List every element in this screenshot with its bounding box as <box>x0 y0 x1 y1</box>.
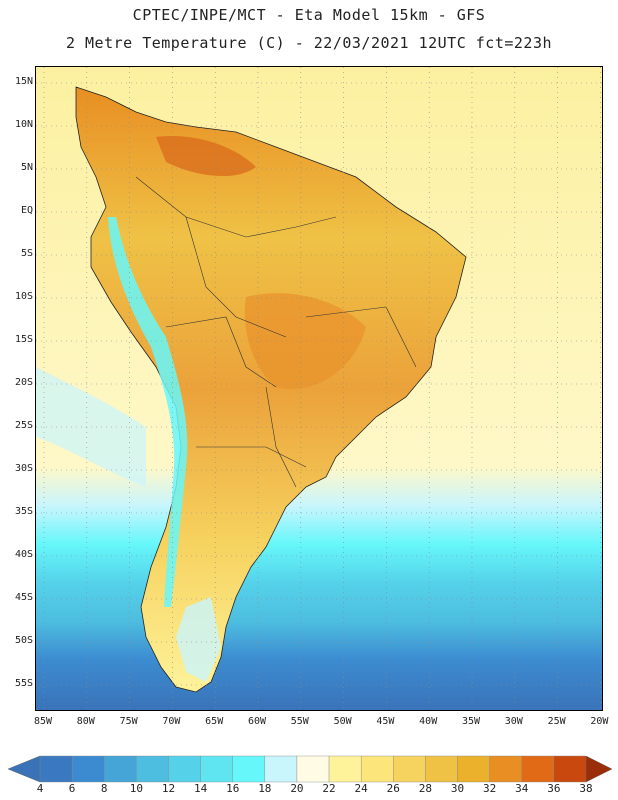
lat-label: 40S <box>14 549 33 560</box>
colorbar-bin <box>264 755 298 783</box>
lat-label: 20S <box>14 377 33 388</box>
lon-label: 80W <box>76 716 95 727</box>
lat-label: 35S <box>14 506 33 517</box>
map-canvas <box>36 67 602 710</box>
lon-label: 55W <box>290 716 309 727</box>
lat-label: 10S <box>14 291 33 302</box>
colorbar-bin <box>328 755 362 783</box>
lon-label: 70W <box>162 716 181 727</box>
temperature-colorbar <box>7 755 613 783</box>
colorbar-bin <box>136 755 169 783</box>
lat-label: 25S <box>14 420 33 431</box>
map-title-variable: 2 Metre Temperature (C) - 22/03/2021 12U… <box>65 34 553 52</box>
lat-label: EQ <box>20 205 33 216</box>
colorbar-bin <box>200 755 233 783</box>
lat-label: 5S <box>20 248 33 259</box>
colorbar-bin <box>489 755 522 783</box>
lon-label: 65W <box>205 716 224 727</box>
colorbar-tick: 8 <box>100 782 108 795</box>
colorbar-bin <box>553 755 587 783</box>
colorbar-tick: 34 <box>515 782 529 795</box>
colorbar-tick: 30 <box>450 782 465 795</box>
colorbar-tick: 24 <box>354 782 368 795</box>
lat-label: 5N <box>20 162 33 173</box>
colorbar-tick: 22 <box>322 782 336 795</box>
colorbar-below-arrow <box>7 755 41 783</box>
colorbar-tick: 36 <box>547 782 561 795</box>
colorbar-bin <box>39 755 73 783</box>
lat-label: 30S <box>14 463 33 474</box>
lat-label: 10N <box>14 119 33 130</box>
colorbar-tick: 18 <box>258 782 272 795</box>
lon-label: 50W <box>333 716 352 727</box>
colorbar-bin <box>393 755 426 783</box>
lon-label: 60W <box>247 716 267 727</box>
lon-label: 40W <box>419 716 438 727</box>
colorbar-bin <box>360 755 394 783</box>
colorbar-bin <box>104 755 137 783</box>
colorbar-tick: 4 <box>36 782 44 795</box>
colorbar-tick: 32 <box>483 782 497 795</box>
colorbar-tick: 16 <box>226 782 240 795</box>
temperature-map <box>35 66 603 711</box>
colorbar-bin <box>296 755 330 783</box>
lon-label: 75W <box>119 716 138 727</box>
venezuela-hot-core <box>156 136 256 177</box>
patagonia-cool-zone <box>176 597 221 682</box>
lat-label: 15N <box>14 76 33 87</box>
colorbar-tick: 14 <box>193 782 208 795</box>
colorbar-above-arrow <box>585 755 613 783</box>
colorbar-bin <box>168 755 201 783</box>
colorbar-bin <box>425 755 458 783</box>
colorbar-tick: 12 <box>161 782 176 795</box>
lat-label: 45S <box>14 592 33 603</box>
colorbar-bin <box>232 755 266 783</box>
map-title-model: CPTEC/INPE/MCT - Eta Model 15km - GFS <box>132 6 486 24</box>
colorbar-tick: 28 <box>418 782 433 795</box>
brazil-hot-core <box>244 293 366 389</box>
colorbar-tick: 10 <box>129 782 143 795</box>
lat-label: 15S <box>14 334 33 345</box>
lon-label: 30W <box>504 716 523 727</box>
lon-label: 25W <box>547 716 566 727</box>
colorbar-tick: 20 <box>290 782 304 795</box>
colorbar-bin <box>521 755 555 783</box>
colorbar-bin <box>71 755 105 783</box>
lon-label: 20W <box>590 716 609 727</box>
lon-label: 45W <box>376 716 395 727</box>
lat-label: 50S <box>14 635 33 646</box>
lon-label: 35W <box>461 716 481 727</box>
colorbar-tick: 6 <box>68 782 76 795</box>
colorbar-tick: 26 <box>386 782 400 795</box>
country-borders <box>135 176 417 488</box>
colorbar-tick: 38 <box>579 782 593 795</box>
lat-label: 55S <box>14 678 33 689</box>
andes-cold-ridge <box>108 217 188 607</box>
lon-label: 85W <box>33 716 53 727</box>
colorbar-bin <box>457 755 490 783</box>
